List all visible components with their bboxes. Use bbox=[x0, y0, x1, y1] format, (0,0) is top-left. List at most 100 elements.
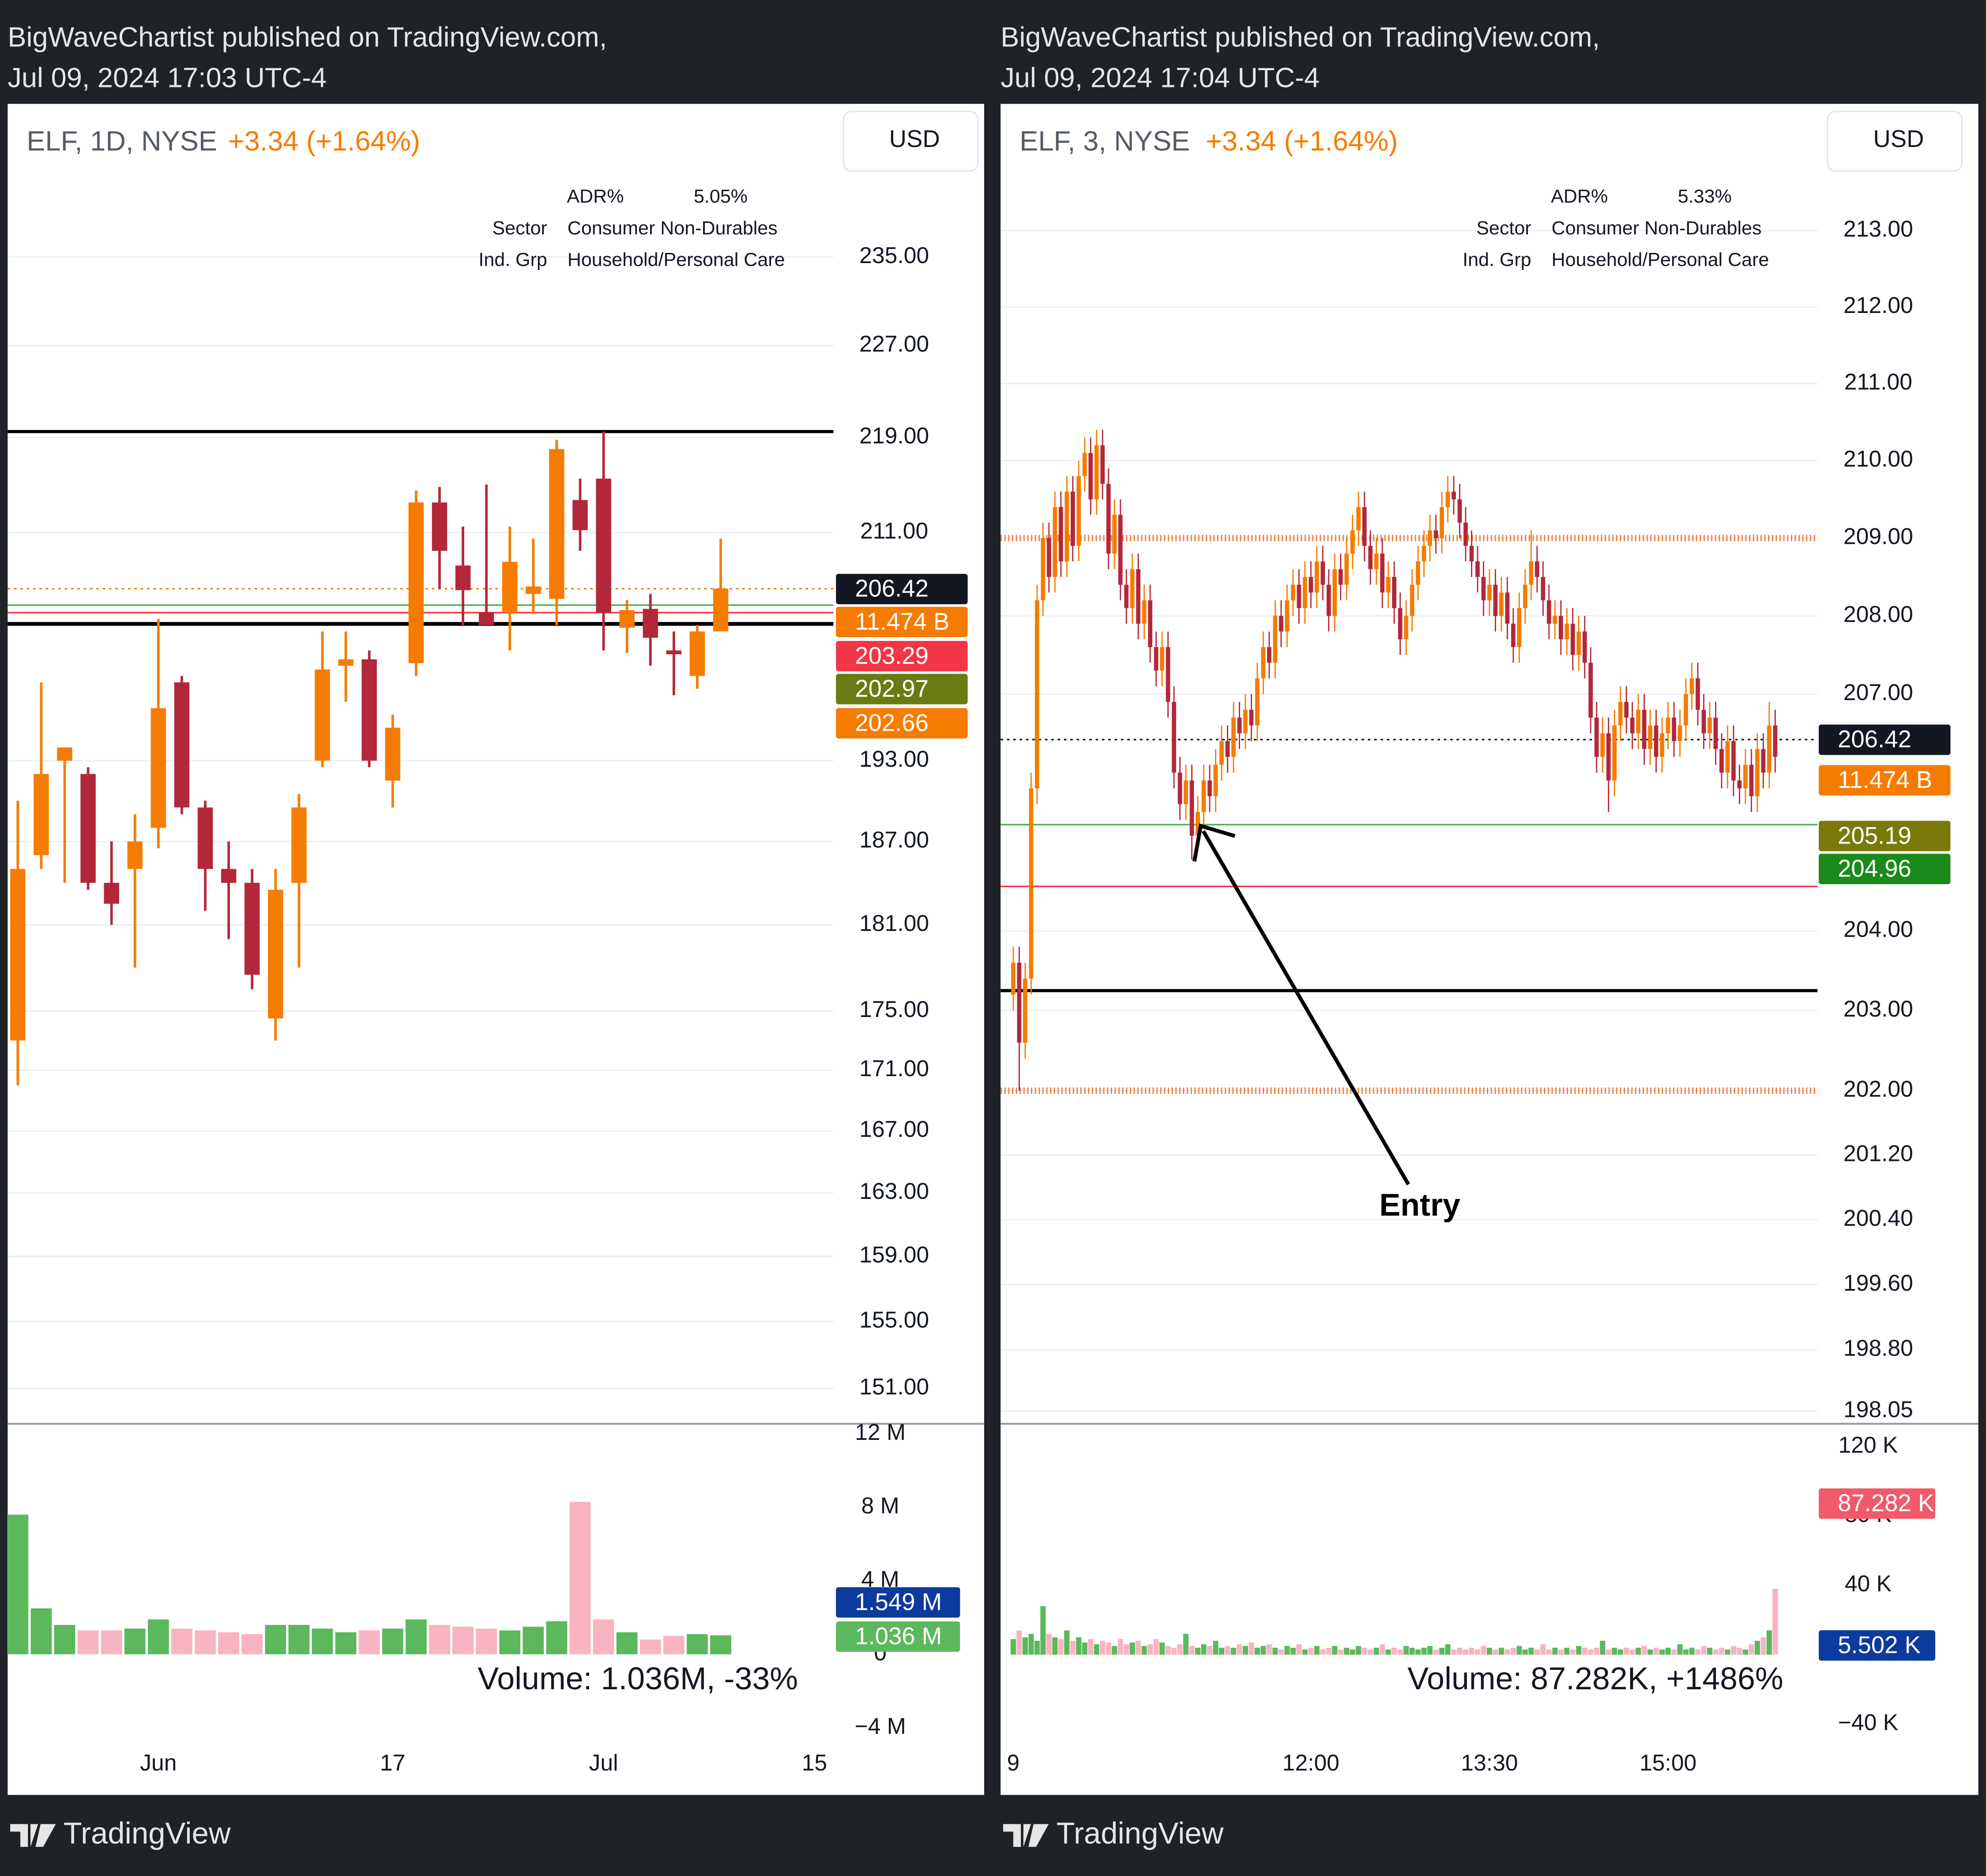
candle-body bbox=[1594, 717, 1599, 757]
price-badge-label: 202.97 bbox=[855, 675, 929, 702]
candle-body bbox=[502, 561, 518, 613]
candle-body bbox=[1290, 584, 1295, 600]
info-key: Ind. Grp bbox=[478, 249, 547, 271]
volume-badge bbox=[1819, 1488, 1936, 1519]
volume-bar bbox=[1016, 1630, 1022, 1655]
price-badge-label: 202.66 bbox=[855, 709, 929, 736]
y-tick-label: 212.00 bbox=[1843, 292, 1913, 318]
volume-bar bbox=[1469, 1647, 1474, 1655]
currency-label: USD bbox=[1873, 125, 1924, 152]
volume-bar bbox=[1505, 1649, 1510, 1655]
candle-body bbox=[713, 588, 729, 632]
volume-bar bbox=[1754, 1641, 1760, 1655]
y-tick-label: 219.00 bbox=[859, 423, 929, 448]
candle-body bbox=[1404, 616, 1408, 640]
volume-bar bbox=[1260, 1646, 1266, 1655]
volume-bar bbox=[1564, 1647, 1570, 1655]
volume-bar bbox=[1576, 1646, 1582, 1655]
candle-body bbox=[1261, 647, 1266, 678]
volume-bar bbox=[1356, 1646, 1362, 1655]
candle-body bbox=[1100, 445, 1105, 484]
candle-body bbox=[1606, 733, 1611, 781]
candle-body bbox=[1672, 717, 1676, 742]
volume-bar bbox=[1427, 1646, 1433, 1655]
volume-bar bbox=[1707, 1647, 1713, 1655]
volume-badge bbox=[836, 1587, 960, 1618]
volume-bar bbox=[1189, 1646, 1195, 1655]
volume-bar bbox=[1284, 1646, 1290, 1655]
candle-body bbox=[197, 807, 213, 869]
candle-body bbox=[1279, 616, 1283, 632]
volume-bar bbox=[1046, 1634, 1052, 1655]
candle-body bbox=[1600, 733, 1605, 757]
arrow-head bbox=[1192, 823, 1236, 862]
info-key: ADR% bbox=[567, 186, 624, 207]
volume-bar bbox=[1481, 1646, 1486, 1655]
volume-bar bbox=[1588, 1649, 1594, 1655]
price-badge bbox=[836, 606, 968, 637]
candle-body bbox=[1064, 491, 1069, 561]
candle-body bbox=[572, 500, 588, 531]
volume-badge bbox=[1819, 1630, 1936, 1661]
price-badge bbox=[1819, 765, 1951, 796]
candle-body bbox=[221, 869, 237, 883]
volume-bar bbox=[1106, 1642, 1111, 1655]
candle-body bbox=[1553, 616, 1557, 624]
volume-bar bbox=[1147, 1644, 1153, 1655]
volume-bar bbox=[523, 1627, 544, 1654]
candle-body bbox=[1166, 647, 1170, 702]
publisher-line: Jul 09, 2024 17:04 UTC-4 bbox=[1001, 62, 1320, 93]
candle-body bbox=[1541, 577, 1546, 600]
volume-bar bbox=[569, 1502, 591, 1654]
candle-body bbox=[1440, 507, 1444, 539]
volume-bar bbox=[1076, 1637, 1082, 1655]
info-value: 5.05% bbox=[694, 186, 748, 207]
y-tick-label: 151.00 bbox=[859, 1374, 929, 1399]
volume-bar bbox=[1760, 1637, 1766, 1655]
info-value: 5.33% bbox=[1678, 186, 1732, 207]
candle-body bbox=[1338, 569, 1343, 585]
volume-bar bbox=[1094, 1644, 1099, 1655]
candle-body bbox=[57, 747, 72, 761]
volume-bar bbox=[476, 1628, 497, 1654]
candle-body bbox=[1023, 979, 1027, 1043]
volume-bar bbox=[1153, 1639, 1159, 1655]
volume-bar bbox=[1671, 1649, 1677, 1655]
volume-bar bbox=[1278, 1649, 1284, 1655]
volume-bar bbox=[1486, 1647, 1492, 1655]
volume-bar bbox=[1701, 1646, 1707, 1655]
volume-bar bbox=[1463, 1649, 1469, 1655]
candle-body bbox=[174, 682, 190, 808]
volume-bar bbox=[1230, 1647, 1237, 1655]
volume-bar bbox=[1629, 1649, 1635, 1655]
tradingview-logo bbox=[1003, 1824, 1049, 1847]
candle-body bbox=[1058, 507, 1063, 561]
candle-body bbox=[1011, 962, 1016, 995]
candle-body bbox=[1118, 515, 1123, 585]
currency-box bbox=[1827, 111, 1963, 172]
candle-body bbox=[596, 478, 611, 613]
candle-body bbox=[1332, 569, 1337, 616]
price-badge bbox=[1819, 724, 1951, 755]
volume-bar bbox=[1385, 1649, 1391, 1655]
volume-bar bbox=[124, 1628, 146, 1654]
candle-body bbox=[244, 882, 260, 975]
volume-bar bbox=[1254, 1647, 1260, 1655]
candle-body bbox=[1624, 702, 1629, 718]
candle-body bbox=[1249, 709, 1254, 726]
y-tick-label: 202.00 bbox=[1843, 1076, 1913, 1102]
volume-bar bbox=[1606, 1649, 1611, 1655]
volume-bar bbox=[1237, 1644, 1242, 1655]
candle-body bbox=[1701, 709, 1706, 734]
volume-bar bbox=[1249, 1642, 1254, 1655]
volume-bar bbox=[1528, 1647, 1534, 1655]
y-tick-label: 198.05 bbox=[1843, 1396, 1913, 1422]
volume-bar bbox=[1433, 1649, 1439, 1655]
candle-body bbox=[1689, 678, 1694, 694]
volume-tick-label: 8 M bbox=[861, 1492, 899, 1518]
volume-bar bbox=[1534, 1649, 1540, 1655]
price-badge bbox=[836, 641, 968, 671]
volume-bar bbox=[1510, 1647, 1516, 1655]
volume-bar bbox=[1730, 1646, 1736, 1655]
candle-body bbox=[1576, 631, 1581, 655]
